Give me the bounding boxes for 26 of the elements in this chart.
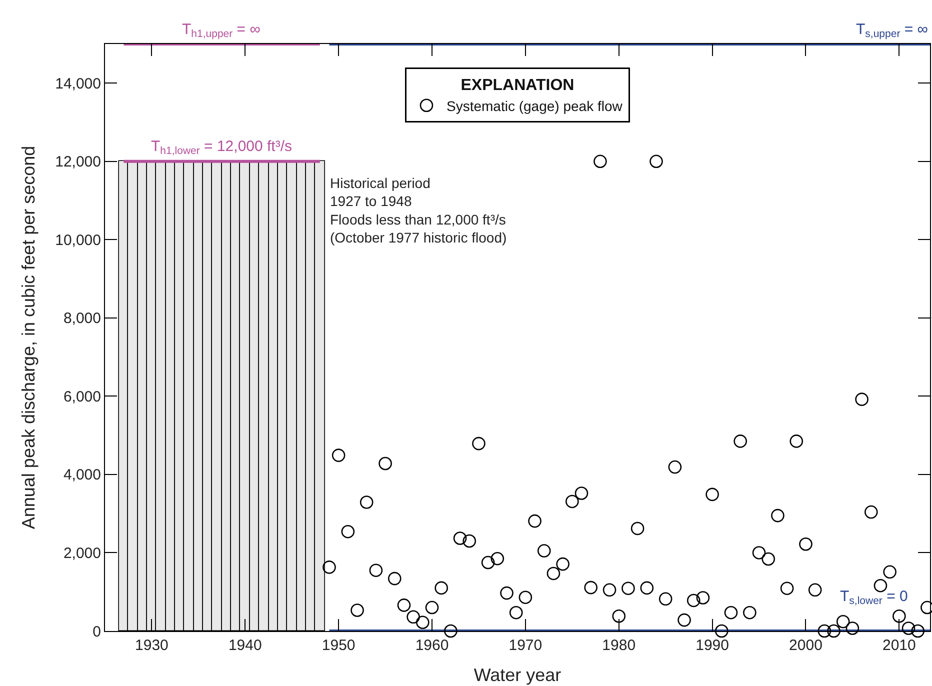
annotation: Historical period 1927 to 1948 Floods less than 12,000 ft³/s (October 1977 historic flood) [330,175,507,246]
series-label: T$_{s,upper}$ = ∞ [856,21,928,40]
y-tick-label: 0 [92,623,101,640]
series-label: T$_{h1,upper}$ = ∞ [182,21,261,40]
x-tick-label: 1970 [508,637,542,654]
x-axis-title: Water year [474,665,562,686]
series-label: T$_{s,lower}$ = 0 [840,588,908,608]
series-label: T$_{h1,lower}$ = 12,000 ft³/s [151,138,292,158]
x-tick-label: 1980 [602,637,636,654]
x-tick-label: 1940 [228,637,262,654]
x-tick-label: 1930 [135,637,168,654]
legend-title: EXPLANATION [460,76,574,94]
y-tick-label: 14,000 [55,75,101,92]
y-tick-label: 6,000 [63,388,101,406]
y-tick-label: 2,000 [63,544,101,562]
y-axis-title: Annual peak discharge, in cubic feet per second [18,146,38,530]
x-tick-label: 2010 [882,637,916,654]
legend-label: Systematic (gage) peak flow [446,98,624,114]
x-tick-label: 1990 [696,637,729,654]
y-tick-label: 4,000 [63,466,101,484]
x-tick-label: 1960 [415,637,449,654]
x-tick-label: 2000 [789,637,822,654]
y-tick-label: 8,000 [63,310,101,328]
y-tick-label: 10,000 [55,232,101,249]
y-tick-label: 12,000 [55,154,101,171]
x-tick-label: 1950 [322,637,356,654]
